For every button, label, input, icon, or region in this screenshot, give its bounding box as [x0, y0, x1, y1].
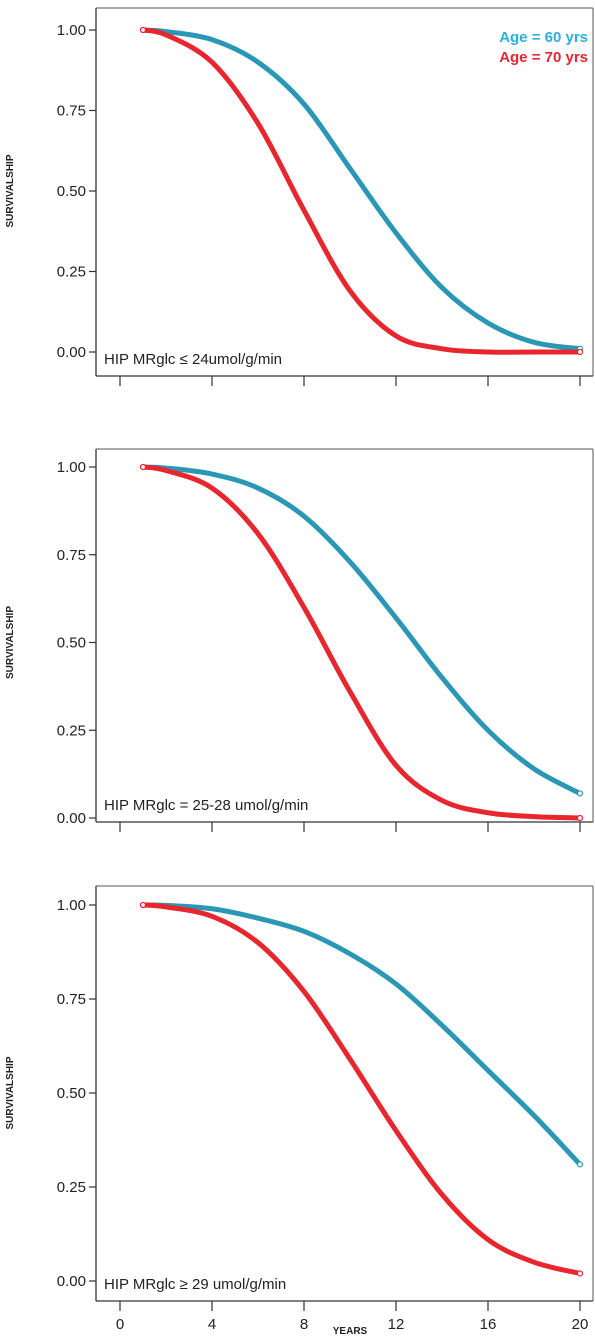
series-start-point-age-70 — [139, 26, 147, 34]
legend-item-age-70: Age = 70 yrs — [499, 49, 588, 66]
panel-label: HIP MRglc ≤ 24umol/g/min — [104, 351, 282, 368]
y-tick-label: 0.75 — [57, 103, 86, 120]
x-tick-label: 0 — [116, 1316, 124, 1333]
series-end-point-age-60 — [576, 1161, 584, 1168]
series-start-point-age-70 — [139, 463, 147, 471]
chart-panel-2: 0.00 0.25 0.50 0.75 1.00 SURVIVALSHIP HIP MRgl… — [5, 448, 594, 832]
legend-item-age-60: Age = 60 yrs — [499, 29, 588, 46]
y-tick-label: 1.00 — [57, 459, 86, 476]
y-tick-label: 0.00 — [57, 810, 86, 827]
y-tick-label: 0.25 — [57, 1179, 86, 1196]
series-line-age-70 — [140, 464, 583, 821]
x-tick-label: 8 — [300, 1316, 308, 1333]
panel-label: HIP MRglc ≥ 29 umol/g/min — [104, 1276, 286, 1293]
x-tick-label: 4 — [208, 1316, 216, 1333]
x-axis-title: YEARS — [333, 1326, 368, 1337]
y-tick-label: 0.75 — [57, 547, 86, 564]
y-tick-label: 1.00 — [57, 897, 86, 914]
legend: Age = 60 yrs Age = 70 yrs — [499, 29, 588, 66]
y-axis-title: SURVIVALSHIP — [5, 606, 16, 679]
chart-panel-3: 0.00 0.25 0.50 0.75 1.00 0 4 8 12 16 20 SURVIVALSHI… — [5, 885, 594, 1337]
y-tick-label: 0.00 — [57, 344, 86, 361]
series-line-age-60 — [140, 902, 583, 1167]
x-tick-label: 16 — [480, 1316, 497, 1333]
series-end-point-age-70 — [576, 1270, 584, 1277]
series-line-age-70 — [140, 902, 583, 1276]
series-line-age-60 — [140, 27, 583, 352]
y-axis-title: SURVIVALSHIP — [5, 154, 16, 227]
series-end-point-age-70 — [576, 814, 584, 822]
series-end-point-age-60 — [576, 790, 584, 797]
x-tick-label: 12 — [388, 1316, 405, 1333]
y-tick-label: 0.75 — [57, 991, 86, 1008]
y-tick-label: 1.00 — [57, 22, 86, 39]
y-tick-label: 0.50 — [57, 1085, 86, 1102]
x-tick-label: 20 — [572, 1316, 589, 1333]
y-tick-label: 0.50 — [57, 183, 86, 200]
y-tick-label: 0.25 — [57, 264, 86, 281]
y-tick-label: 0.50 — [57, 635, 86, 652]
y-axis-title: SURVIVALSHIP — [5, 1056, 16, 1129]
series-start-point-age-70 — [139, 901, 147, 909]
y-tick-label: 0.25 — [57, 722, 86, 739]
series-end-point-age-70 — [576, 348, 584, 356]
series-line-age-60 — [140, 464, 583, 796]
y-tick-label: 0.00 — [57, 1273, 86, 1290]
series-line-age-70 — [140, 27, 583, 355]
chart-panel-1: 0.00 0.25 0.50 0.75 1.00 SURVIVALSHIP HIP MRgl… — [5, 7, 594, 386]
panel-label: HIP MRglc = 25-28 umol/g/min — [104, 797, 308, 814]
